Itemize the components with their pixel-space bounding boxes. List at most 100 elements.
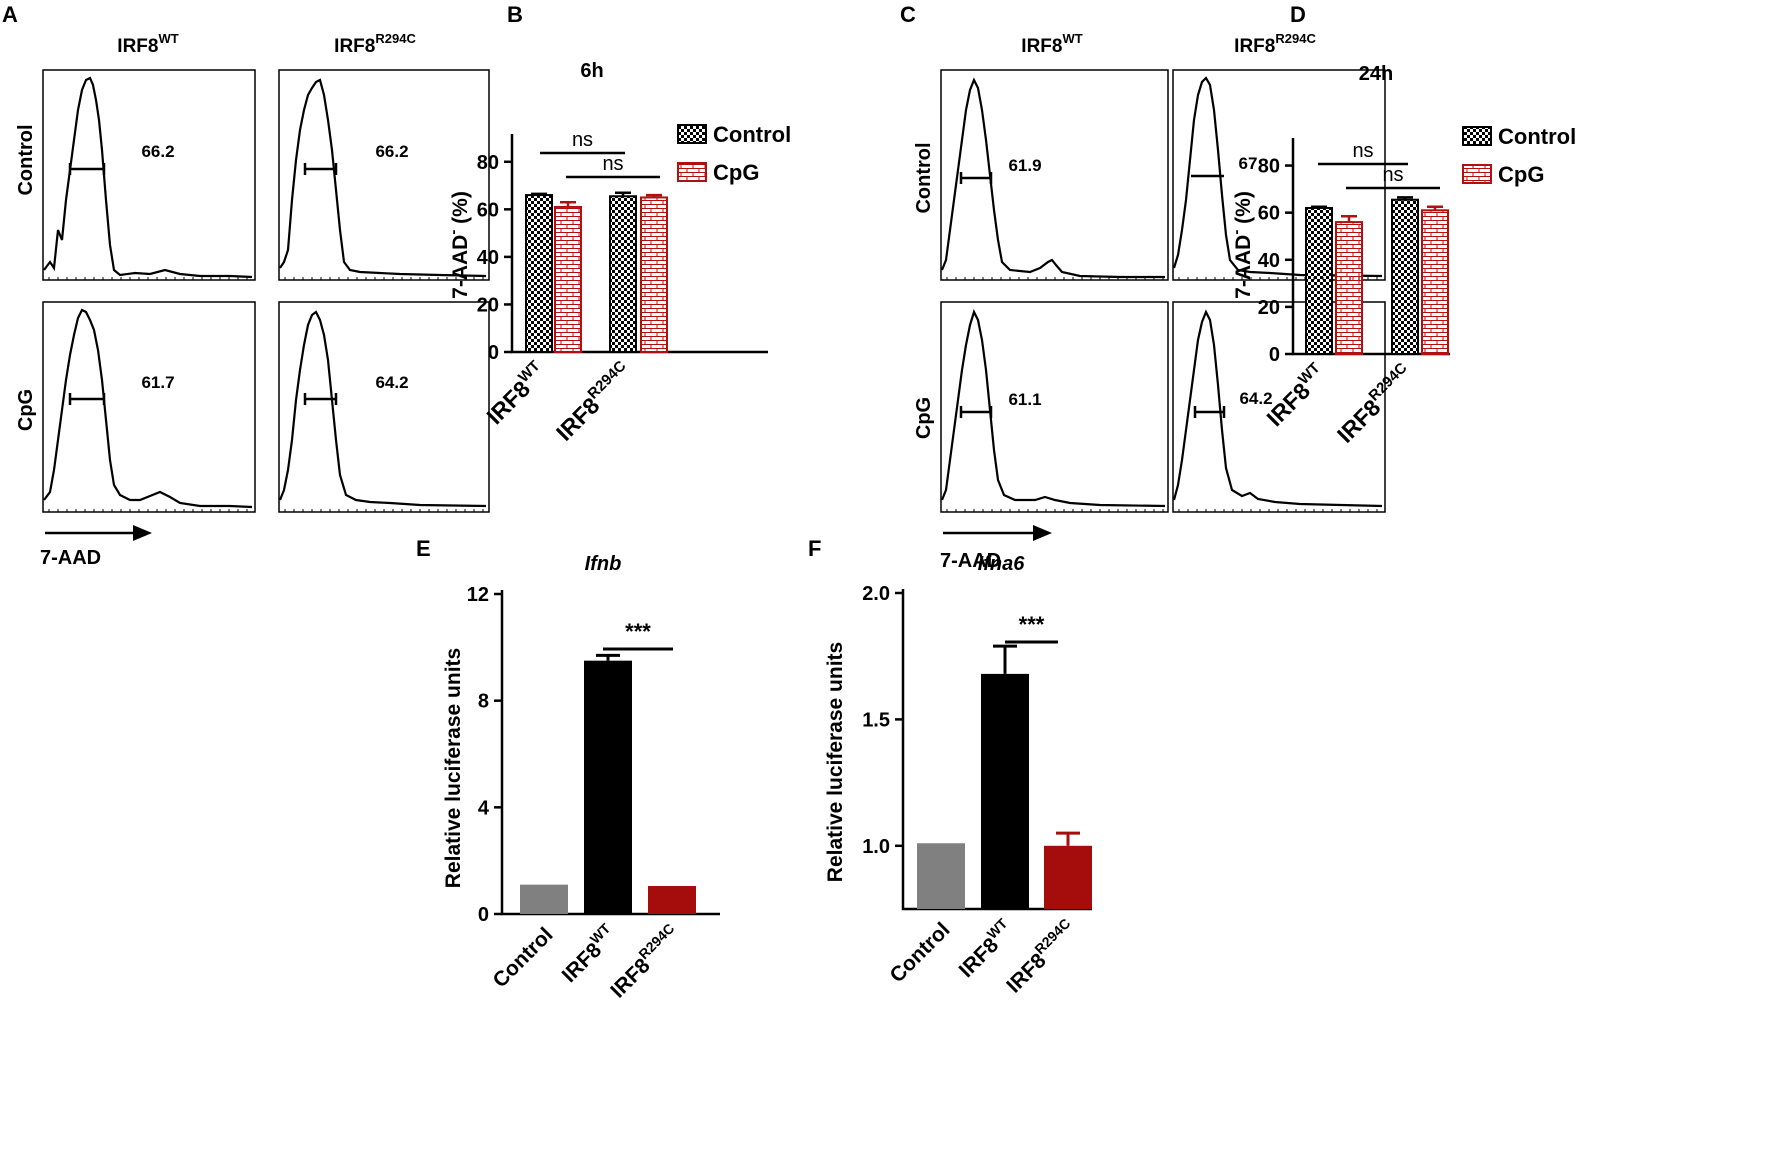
y-tick-label: 12	[467, 584, 489, 606]
gate-value: 66.2	[141, 142, 174, 161]
y-tick-label: 40	[477, 247, 499, 269]
y-tick-label: 0	[478, 904, 489, 926]
y-axis-label: Relative luciferase units	[824, 642, 847, 882]
panel-c-hist-frame-3	[940, 301, 1169, 513]
y-tick-label: 40	[1258, 250, 1280, 272]
panel-letter-d: D	[1290, 2, 1306, 27]
gate-bar	[303, 393, 338, 405]
legend-label-cpg: CpG	[1498, 162, 1544, 187]
chart-f: F Ifna6 1.0 1.5 2.0 Relative luciferase units…	[808, 536, 1092, 998]
panel-a: A IRF8WT IRF8R294C Control CpG 66.2 66.2…	[2, 2, 490, 569]
error-bar	[560, 200, 576, 207]
y-tick-label: 60	[477, 199, 499, 221]
panel-c-hist-frame-2	[1172, 69, 1386, 281]
y-tick-label: 60	[1258, 203, 1280, 225]
chart-title: 6h	[580, 60, 603, 82]
y-axis-label: Relative luciferase units	[442, 648, 465, 888]
panel-a-axis-arrowhead	[133, 525, 152, 541]
panel-a-histogram-control-r294c	[279, 78, 487, 278]
bar-control	[609, 195, 637, 353]
panel-a-hist-frame-1	[42, 69, 256, 281]
significance-label: ***	[1019, 612, 1045, 637]
panel-c-axis-arrowhead	[1033, 525, 1052, 541]
bar	[981, 673, 1029, 909]
ns-label: ns	[602, 153, 623, 175]
y-tick-label: 2.0	[862, 583, 890, 605]
y-axis-label: 7-AAD- (%)	[445, 191, 472, 299]
y-tick-label: 20	[477, 294, 499, 316]
error-bar	[1397, 196, 1413, 200]
panel-letter-a: A	[2, 2, 18, 27]
y-tick-label: 8	[478, 691, 489, 713]
panel-letter-b: B	[507, 2, 523, 27]
legend-label-control: Control	[713, 122, 791, 147]
y-tick-label: 80	[477, 152, 499, 174]
gate-value: 67	[1239, 154, 1258, 173]
gate-value: 64.2	[1239, 389, 1272, 408]
bar	[648, 886, 696, 914]
error-bar	[1341, 214, 1357, 223]
x-category-label: Control	[885, 918, 954, 987]
panel-a-col-label-wt: IRF8WT	[117, 31, 178, 57]
legend-swatch-cpg	[1462, 164, 1492, 184]
error-bar	[1311, 205, 1327, 209]
panel-c-histogram-cpg-r294c	[1172, 309, 1383, 508]
bar	[584, 660, 632, 914]
error-bar	[596, 653, 620, 661]
gate-bar	[68, 163, 106, 175]
legend-swatch-control	[1462, 126, 1492, 146]
panel-c-histogram-cpg-wt	[940, 309, 1166, 508]
y-tick-label: 80	[1258, 156, 1280, 178]
error-bar	[615, 191, 631, 197]
bar-control	[1391, 198, 1419, 355]
y-tick-label: 0	[488, 342, 499, 364]
ns-label: ns	[572, 129, 593, 151]
gate-value: 61.7	[141, 373, 174, 392]
panel-a-row-label-control: Control	[15, 124, 37, 195]
bar-control	[525, 194, 553, 353]
x-category-label: Control	[488, 923, 557, 992]
x-category-label: IRF8WT	[952, 915, 1019, 982]
panel-c-histogram-control-r294c	[1172, 76, 1383, 278]
x-category-label: IRF8R294C	[549, 357, 637, 445]
ns-label: ns	[1352, 140, 1373, 162]
panel-a-row-label-cpg: CpG	[15, 389, 37, 431]
panel-c-hist-frame-1	[940, 69, 1169, 281]
ns-label: ns	[1382, 164, 1403, 186]
panel-a-hist-frame-3	[42, 301, 256, 513]
gate-bar	[68, 393, 106, 405]
chart-title: Ifnb	[585, 553, 622, 575]
error-bar	[1056, 831, 1080, 846]
bar	[1044, 845, 1092, 909]
x-category-label: IRF8WT	[555, 920, 622, 987]
gate-bar	[959, 406, 993, 418]
panel-letter-c: C	[900, 2, 916, 27]
legend-label-control: Control	[1498, 124, 1576, 149]
panel-a-col-label-r294c: IRF8R294C	[334, 31, 416, 57]
gate-value: 66.2	[375, 142, 408, 161]
error-bar	[993, 644, 1017, 674]
bar-cpg	[1335, 221, 1363, 355]
x-category-label: IRF8R294C	[603, 920, 685, 1002]
panel-c-row-label-cpg: CpG	[913, 397, 935, 439]
panel-c-col-label-r294c: IRF8R294C	[1234, 31, 1316, 57]
bar-cpg	[1421, 209, 1449, 355]
gate-value: 61.1	[1008, 390, 1041, 409]
panel-c-hist-frame-4	[1172, 301, 1386, 513]
legend-swatch-cpg	[677, 162, 707, 182]
chart-title: Ifna6	[978, 553, 1026, 575]
gate-bar	[303, 163, 338, 175]
panel-c-x-axis-label: 7-AAD	[940, 550, 1001, 572]
y-tick-label: 0	[1269, 344, 1280, 366]
y-tick-label: 4	[478, 797, 490, 819]
legend-label-cpg: CpG	[713, 160, 759, 185]
panel-a-hist-frame-4	[278, 301, 490, 513]
y-tick-label: 20	[1258, 297, 1280, 319]
chart-e: E Ifnb 0 4 8 12 Relative luciferase units *** Co…	[416, 536, 720, 1003]
y-tick-label: 1.0	[862, 836, 890, 858]
x-category-label: IRF8WT	[480, 357, 552, 429]
y-axis-label: 7-AAD- (%)	[1228, 191, 1255, 299]
